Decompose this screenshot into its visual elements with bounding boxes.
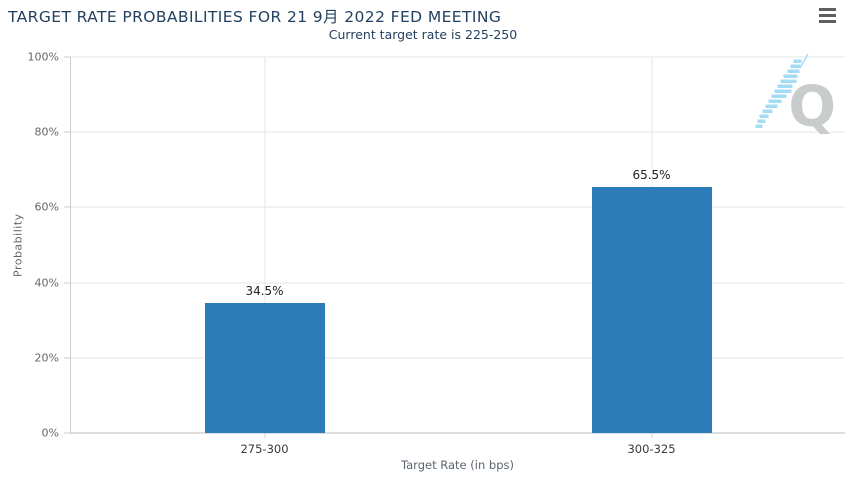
y-axis-tick-label: 60% [34, 200, 59, 214]
bar-value-label: 65.5% [632, 167, 671, 182]
bar-300-325[interactable] [591, 186, 712, 433]
y-axis-tick [64, 357, 71, 359]
y-axis-tick-label: 100% [27, 50, 59, 64]
y-axis-tick-label: 0% [41, 426, 59, 440]
x-axis-tick-label: 300-325 [627, 442, 676, 456]
chart-subtitle: Current target rate is 225-250 [328, 27, 518, 42]
y-gridline [71, 282, 845, 284]
y-axis-tick [64, 282, 71, 284]
hamburger-menu-icon[interactable] [819, 8, 837, 23]
y-gridline [71, 56, 845, 58]
bar-value-label: 34.5% [245, 284, 284, 299]
y-gridline [71, 131, 845, 133]
y-axis-title: Probability [11, 213, 25, 277]
y-axis-tick-label: 40% [34, 276, 59, 290]
y-gridline [71, 432, 845, 434]
x-axis-tick [651, 433, 652, 438]
x-gridline [264, 57, 265, 433]
y-axis-tick [64, 206, 71, 208]
x-axis-tick [264, 433, 265, 438]
y-axis-tick [64, 432, 71, 434]
bar-275-300[interactable] [204, 303, 325, 433]
y-gridline [71, 206, 845, 208]
y-axis-tick-label: 20% [34, 351, 59, 365]
chart-title: TARGET RATE PROBABILITIES FOR 21 9月 2022… [8, 8, 502, 26]
y-axis-tick-label: 80% [34, 125, 59, 139]
plot-area: 0% 20% 40% 60% 80% 100% 34.5% 275-300 65.5% 300-3… [28, 51, 845, 456]
y-axis-tick [64, 131, 71, 133]
y-gridline [71, 357, 845, 359]
x-axis-title: Target Rate (in bps) [401, 458, 514, 472]
y-axis-tick [64, 56, 71, 58]
x-axis-tick-label: 275-300 [240, 442, 289, 456]
